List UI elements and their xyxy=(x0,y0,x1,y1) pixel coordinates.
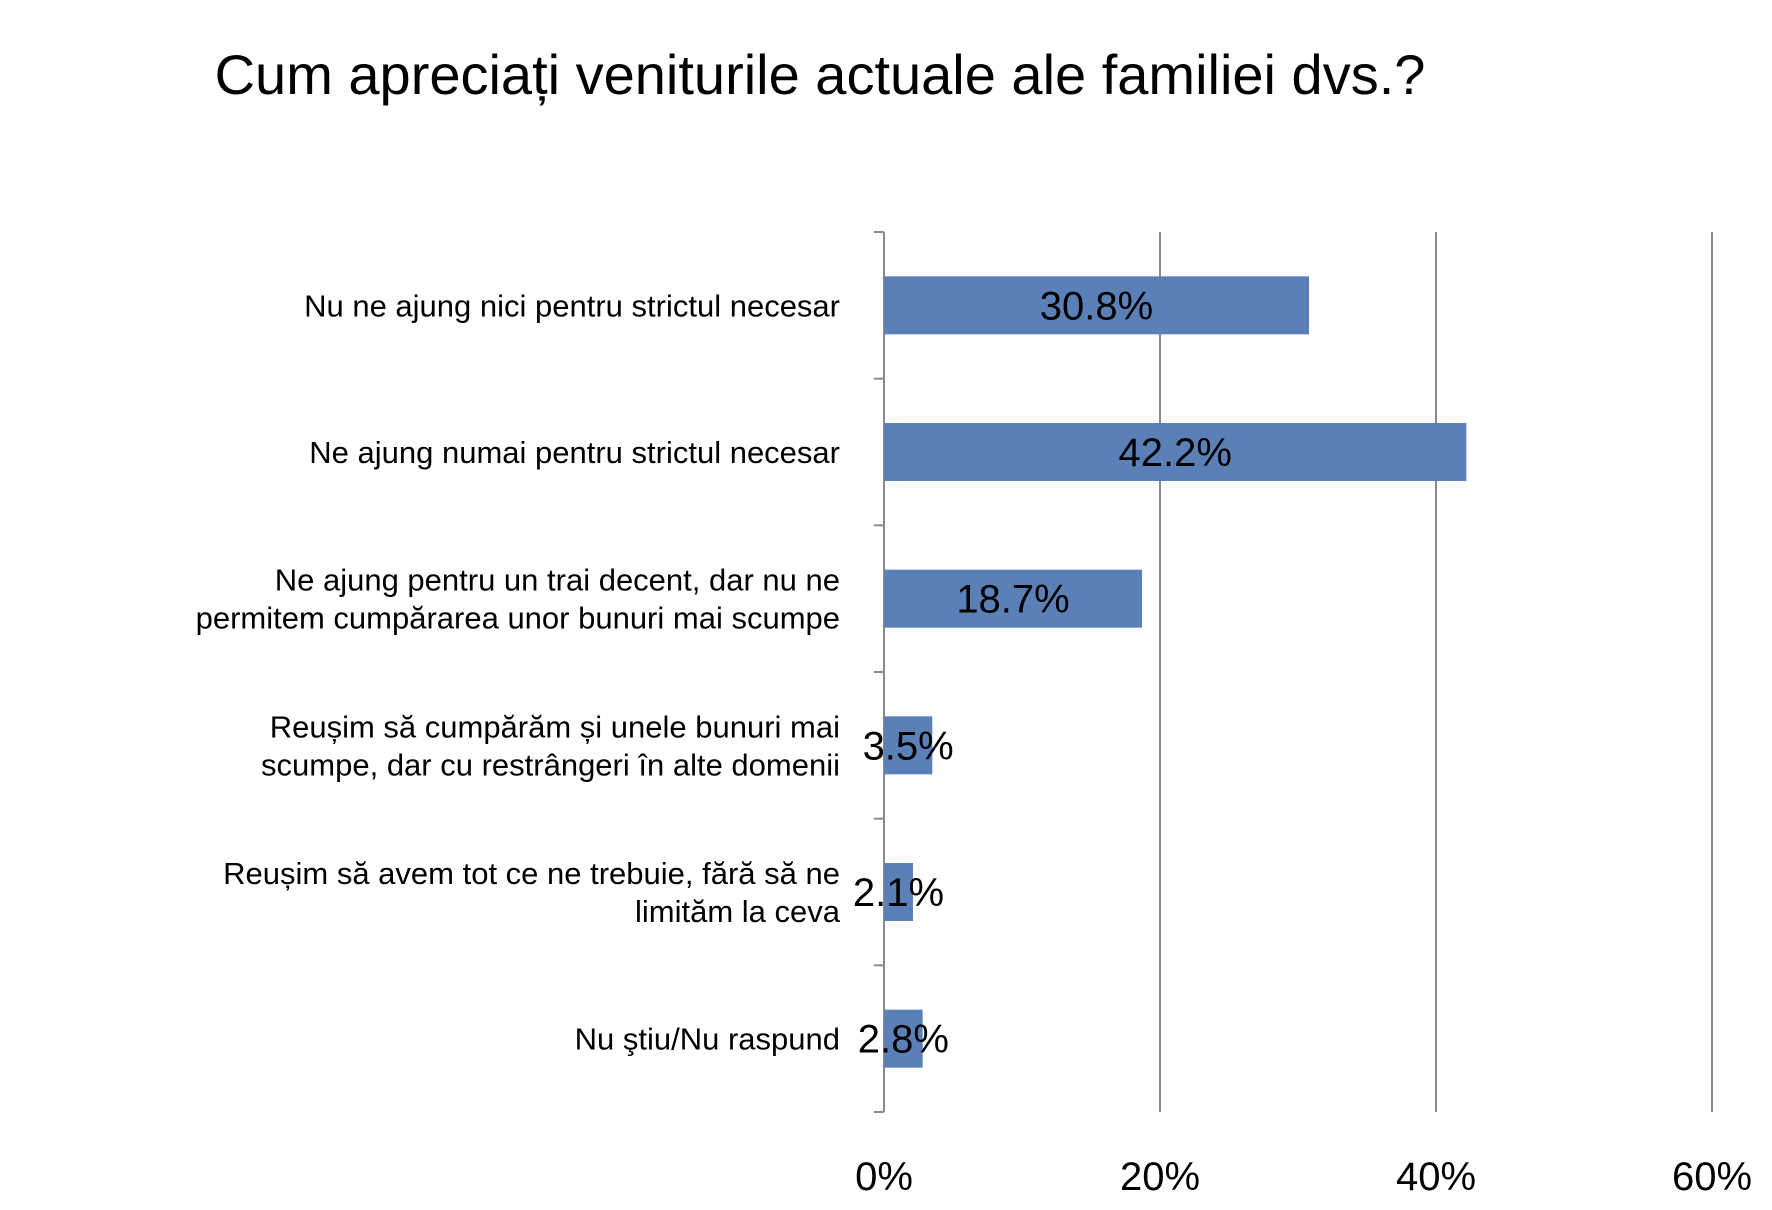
chart-title: Cum apreciați veniturile actuale ale fam… xyxy=(214,43,1426,106)
category-label-3-1: scumpe, dar cu restrângeri în alte domen… xyxy=(261,747,840,782)
x-tick-label-2: 40% xyxy=(1396,1155,1476,1199)
category-label-5-0: Nu ştiu/Nu raspund xyxy=(575,1022,840,1057)
category-label-2-0: Ne ajung pentru un trai decent, dar nu n… xyxy=(275,563,840,598)
category-label-4-0: Reușim să avem tot ce ne trebuie, fără s… xyxy=(223,856,840,891)
value-label-3: 3.5% xyxy=(863,724,954,768)
bar-4 xyxy=(884,863,913,921)
bar-3 xyxy=(884,716,933,775)
category-label-0-0: Nu ne ajung nici pentru strictul necesar xyxy=(304,288,840,323)
bar-1 xyxy=(884,423,1467,481)
bar-5 xyxy=(884,1009,923,1068)
value-label-2: 18.7% xyxy=(956,578,1069,622)
category-label-3-0: Reușim să cumpărăm și unele bunuri mai xyxy=(270,709,840,744)
value-label-4: 2.1% xyxy=(853,871,944,915)
x-tick-label-1: 20% xyxy=(1120,1155,1200,1199)
value-label-0: 30.8% xyxy=(1040,284,1153,328)
category-label-4-1: limităm la ceva xyxy=(635,894,841,929)
x-tick-label-3: 60% xyxy=(1672,1155,1752,1199)
category-label-1-0: Ne ajung numai pentru strictul necesar xyxy=(309,435,840,470)
category-label-2-1: permitem cumpărarea unor bunuri mai scum… xyxy=(196,601,840,636)
bar-0 xyxy=(884,276,1310,335)
x-tick-label-0: 0% xyxy=(855,1155,913,1199)
bar-2 xyxy=(884,569,1143,628)
value-label-1: 42.2% xyxy=(1118,431,1231,475)
value-label-5: 2.8% xyxy=(858,1018,949,1062)
